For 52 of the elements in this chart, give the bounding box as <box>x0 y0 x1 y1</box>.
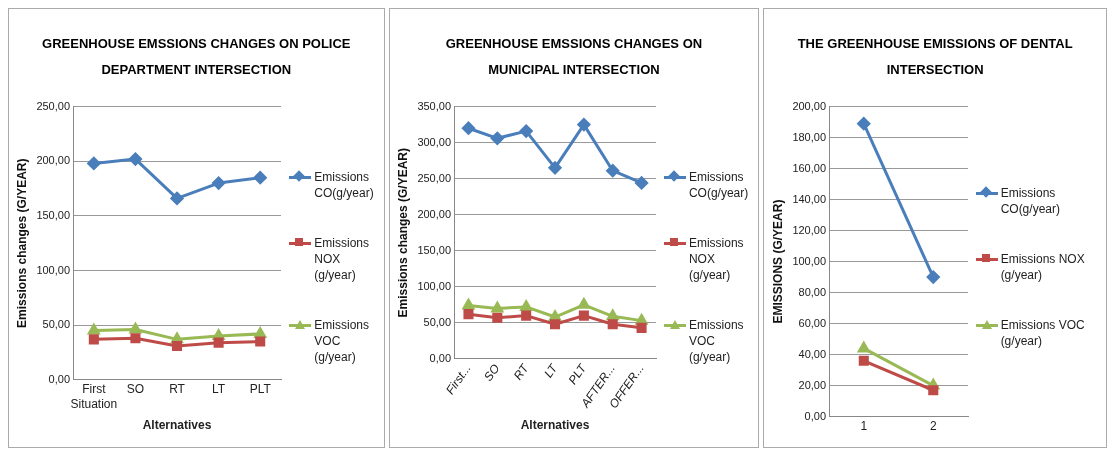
y-tick-label: 160,00 <box>792 161 826 174</box>
chart-title: GREENHOUSE EMSSIONS CHANGES ON POLICE DEPARTMENT INTERSECTION <box>41 35 352 79</box>
y-tick-label: 20,00 <box>798 378 826 391</box>
x-tick-label: LT <box>541 360 562 381</box>
legend-label: Emissions NOX (g/year) <box>314 235 370 283</box>
y-tick-label: 250,00 <box>36 99 71 112</box>
y-tick-label: 50,00 <box>42 318 71 331</box>
legend-label: Emissions VOC (g/year) <box>314 317 370 365</box>
x-tick-label: LT <box>212 382 227 397</box>
y-tick-label: 100,00 <box>36 263 71 276</box>
y-axis-title: Emissions changes (G/YEAR) <box>395 148 410 318</box>
y-tick-label: 150,00 <box>417 243 451 256</box>
y-tick-label: 140,00 <box>792 192 826 205</box>
y-tick-label: 80,00 <box>798 285 826 298</box>
y-tick-label: 200,00 <box>792 99 826 112</box>
y-tick-label: 40,00 <box>798 347 826 360</box>
x-tick-label: RT <box>510 360 533 383</box>
chart-title: THE GREENHOUSE EMISSIONS OF DENTAL INTERSECTION <box>796 35 1074 79</box>
x-tick-label: First Situation <box>70 382 118 411</box>
y-tick-label: 0,00 <box>48 372 71 385</box>
y-tick-label: 100,00 <box>792 254 826 267</box>
x-tick-label: SO <box>481 361 503 384</box>
legend-label: Emissions CO(g/year) <box>314 169 375 201</box>
legend-label: Emissions VOC (g/year) <box>1000 317 1086 349</box>
legend-label: Emissions CO(g/year) <box>688 169 750 201</box>
legend-label: Emissions VOC (g/year) <box>688 317 745 365</box>
y-tick-label: 50,00 <box>423 315 451 328</box>
y-tick-label: 350,00 <box>417 99 451 112</box>
chart-title: GREENHOUSE EMSSIONS CHANGES ON MUNICIPAL INTERSECTION <box>444 35 704 79</box>
y-tick-label: 180,00 <box>792 130 826 143</box>
legend-label: Emissions NOX (g/year) <box>1000 251 1086 283</box>
x-axis-title: Alternatives <box>520 418 590 433</box>
y-tick-label: 200,00 <box>36 154 71 167</box>
y-tick-label: 60,00 <box>798 316 826 329</box>
y-tick-label: 150,00 <box>36 208 71 221</box>
legend-label: Emissions NOX (g/year) <box>688 235 745 283</box>
y-axis-title: EMISSIONS (G/YEAR) <box>770 199 785 324</box>
x-tick-label: 2 <box>929 419 937 434</box>
x-tick-label: 1 <box>860 419 868 434</box>
x-tick-label: RT <box>169 382 186 397</box>
y-tick-label: 300,00 <box>417 135 451 148</box>
legend-label: Emissions CO(g/year) <box>1000 185 1061 217</box>
y-tick-label: 0,00 <box>429 351 451 364</box>
y-tick-label: 200,00 <box>417 207 451 220</box>
y-tick-label: 120,00 <box>792 223 826 236</box>
x-tick-label: SO <box>127 382 145 397</box>
y-tick-label: 0,00 <box>804 409 826 422</box>
x-tick-label: PLT <box>249 382 272 397</box>
y-tick-label: 100,00 <box>417 279 451 292</box>
y-axis-title: Emissions changes (G/YEAR) <box>14 158 29 328</box>
y-tick-label: 250,00 <box>417 171 451 184</box>
x-axis-title: Alternatives <box>142 418 212 433</box>
